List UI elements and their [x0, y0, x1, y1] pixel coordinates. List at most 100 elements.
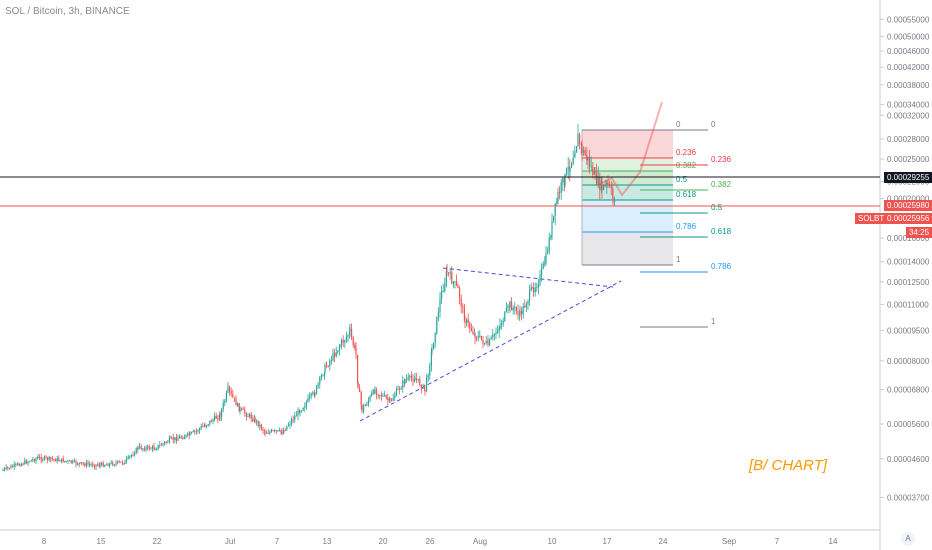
fib2-level-label: 0.786 — [711, 262, 732, 271]
candle-body — [544, 263, 546, 265]
candle-body — [312, 392, 314, 394]
price-tick-label: 0.00025000 — [887, 155, 930, 164]
price-tick-label: 0.00016000 — [887, 234, 930, 243]
candle-body — [215, 415, 217, 419]
candle-body — [120, 461, 122, 463]
candle-body — [601, 180, 603, 190]
candle-body — [567, 166, 569, 170]
candle-body — [379, 394, 381, 396]
candle-body — [399, 388, 401, 390]
price-tick-label: 0.00014000 — [887, 258, 930, 267]
candle-body — [241, 408, 243, 410]
candle-body — [12, 466, 14, 468]
candle-body — [482, 339, 484, 344]
overlay-lines — [0, 176, 880, 207]
candle-body — [334, 352, 336, 357]
candle-body — [72, 460, 74, 463]
candle-body — [547, 252, 549, 254]
candle-body — [610, 185, 612, 189]
candle-body — [97, 464, 99, 466]
candle-body — [174, 437, 176, 441]
candle-body — [360, 391, 362, 405]
candle-body — [65, 460, 67, 462]
price-tick-label: 0.00008000 — [887, 357, 930, 366]
candle-body — [64, 460, 66, 463]
candle-body — [30, 460, 32, 462]
candle-body — [179, 436, 181, 439]
candle-body — [118, 461, 120, 463]
candle-body — [317, 383, 319, 386]
candle-body — [477, 336, 479, 339]
candle-body — [25, 460, 27, 464]
candle-body — [490, 337, 492, 340]
candle-body — [260, 424, 262, 430]
candle-body — [19, 465, 21, 467]
candle-body — [376, 389, 378, 395]
candle-body — [185, 434, 187, 438]
bar-countdown: 34:25 — [906, 227, 932, 238]
time-tick-label: 17 — [603, 537, 612, 546]
candle-body — [414, 380, 416, 382]
candle-body — [525, 304, 527, 308]
candle-body — [342, 340, 344, 343]
candle-body — [367, 400, 369, 405]
candle-body — [577, 134, 579, 147]
candle-body — [199, 428, 201, 431]
candle-body — [267, 432, 269, 434]
fib-zone — [582, 171, 673, 185]
auto-scale-button[interactable]: A — [901, 532, 915, 546]
candle-body — [495, 332, 497, 335]
candle-body — [355, 347, 357, 355]
candle-body — [337, 350, 339, 353]
candle-body — [244, 409, 246, 414]
candle-body — [345, 336, 347, 341]
candle-body — [130, 455, 132, 457]
candle-body — [287, 424, 289, 427]
candle-body — [442, 291, 444, 293]
candle-body — [322, 375, 324, 377]
candle-body — [612, 188, 614, 198]
candle-body — [301, 410, 303, 412]
candle-body — [537, 284, 539, 287]
candle-body — [164, 441, 166, 444]
candle-body — [452, 282, 454, 284]
candle-body — [58, 458, 60, 461]
candle-body — [424, 389, 426, 392]
candle-body — [402, 380, 404, 389]
candle-body — [307, 397, 309, 403]
candle-body — [43, 456, 45, 460]
candle-body — [551, 221, 553, 237]
candle-body — [557, 191, 559, 202]
candle-body — [539, 274, 541, 285]
candle-body — [272, 430, 274, 432]
candle-body — [79, 462, 81, 464]
forecast-path — [597, 101, 663, 197]
time-tick-label: 26 — [426, 537, 435, 546]
candle-body — [10, 466, 12, 469]
fib-zone — [582, 200, 673, 232]
candle-body — [55, 459, 57, 462]
price-tick-label: 0.00012500 — [887, 278, 930, 287]
price-tick-label: 0.00032000 — [887, 111, 930, 120]
candle-body — [84, 463, 86, 466]
candle-body — [576, 146, 578, 153]
fib2-level-label: 0 — [711, 120, 716, 129]
candle-body — [512, 308, 514, 311]
time-tick-label: 8 — [42, 537, 47, 546]
candle-body — [556, 201, 558, 204]
price-tick-label: 0.00004600 — [887, 455, 930, 464]
candle-body — [451, 272, 453, 284]
drawings[interactable]: 00.2360.3820.50.6180.786100.2360.3820.50… — [359, 101, 732, 422]
candle-body — [409, 375, 411, 377]
candle-body — [189, 432, 191, 436]
candle-body — [466, 319, 468, 324]
candle-body — [156, 448, 158, 450]
candle-body — [95, 464, 97, 467]
candle-body — [222, 403, 224, 410]
candle-body — [250, 414, 252, 419]
last-price-tag: 0.00025980 — [884, 200, 932, 211]
candle-body — [410, 375, 412, 379]
candle-body — [249, 414, 251, 417]
candle-body — [564, 173, 566, 186]
